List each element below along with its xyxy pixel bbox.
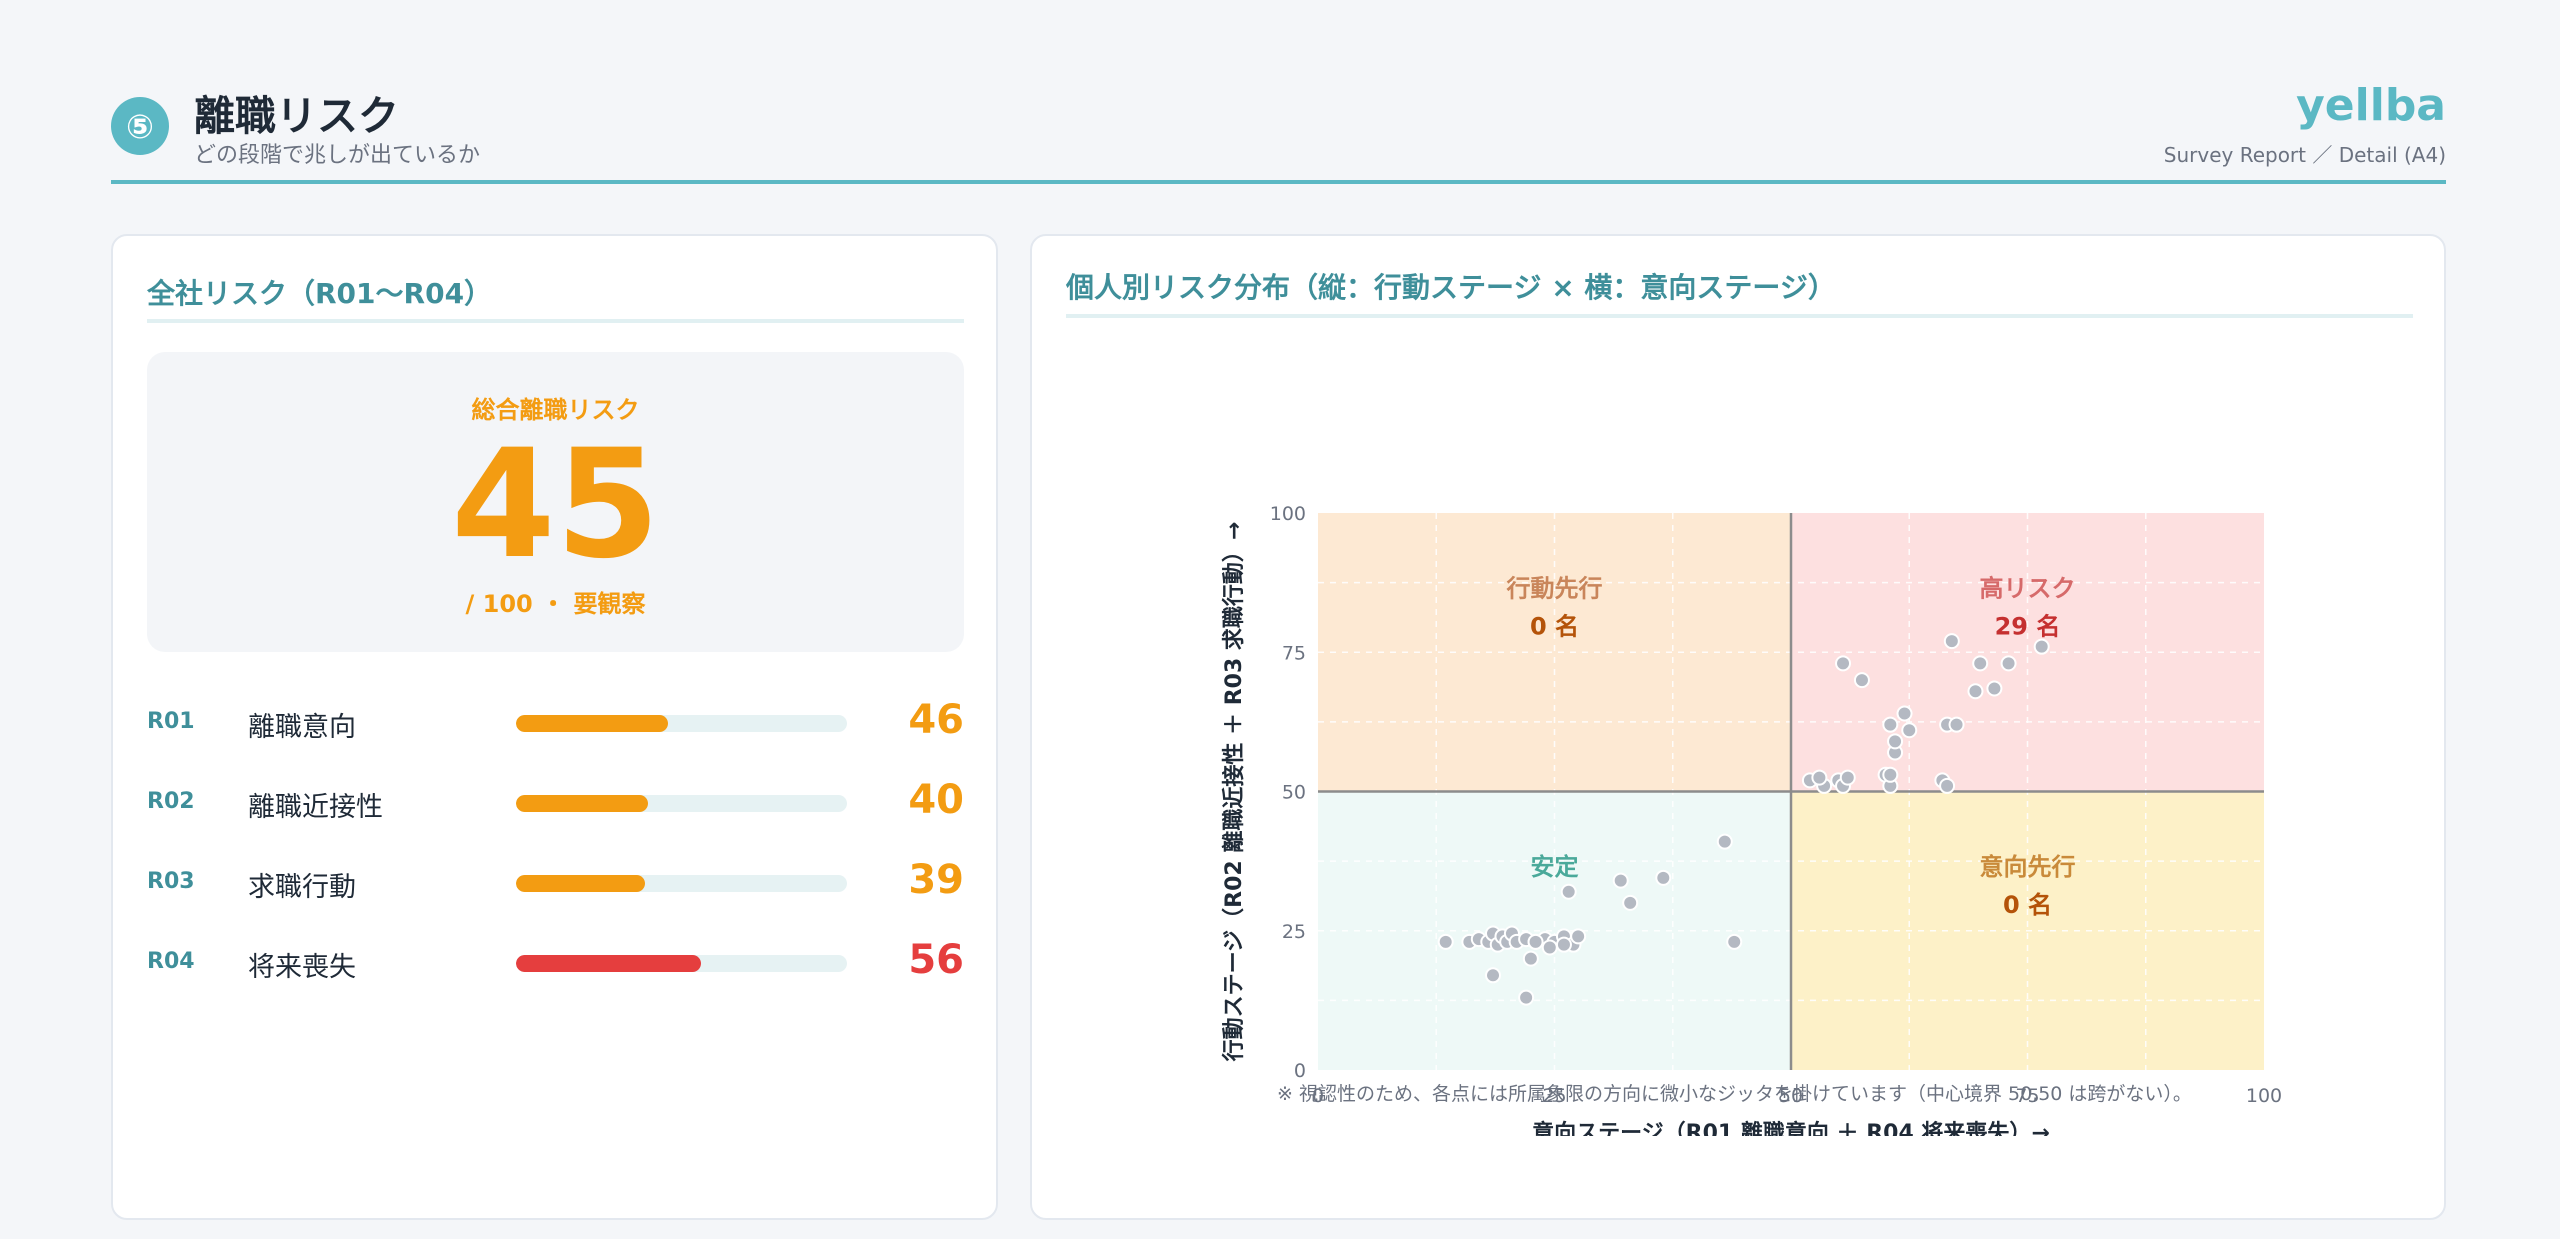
- data-point: [1882, 766, 1899, 783]
- risk-bar-fill: [516, 875, 646, 892]
- data-point: [1986, 680, 2003, 697]
- data-point: [1948, 716, 1965, 733]
- risk-bar-fill: [516, 715, 669, 732]
- page-header: ⑤ 離職リスク どの段階で兆しが出ているか yellba Survey Repo…: [111, 80, 2446, 184]
- risk-bar-track: [516, 875, 847, 892]
- data-point: [1522, 950, 1539, 967]
- y-tick-label: 0: [1294, 1060, 1306, 1082]
- page-title: 離職リスク: [194, 92, 399, 140]
- risk-bar-track: [516, 795, 847, 812]
- risk-bar-track: [516, 715, 847, 732]
- y-axis-label: 行動ステージ（R02 離職近接性 ＋ R03 求職行動）→: [1221, 522, 1247, 1063]
- risk-name: 離職意向: [248, 712, 356, 743]
- quadrant-count: 0 名: [1530, 613, 1579, 641]
- data-point: [2000, 655, 2017, 672]
- x-tick-label: 75: [2015, 1085, 2039, 1107]
- title-divider: [1066, 314, 2413, 318]
- risk-row-r02: R02 離職近接性 40: [147, 777, 964, 827]
- data-point: [1939, 777, 1956, 794]
- data-point: [1967, 683, 1984, 700]
- individual-risk-title: 個人別リスク分布（縦：行動ステージ × 横：意向ステージ）: [1066, 271, 1836, 304]
- brand-logo: yellba: [2296, 80, 2446, 131]
- data-point: [1518, 989, 1535, 1006]
- overall-risk-label: 総合離職リスク: [471, 396, 640, 424]
- data-point: [1811, 769, 1828, 786]
- overall-risk-sub: / 100 ・ 要観察: [465, 590, 646, 618]
- risk-name: 求職行動: [248, 872, 356, 903]
- data-point: [1655, 869, 1672, 886]
- section-number-badge: ⑤: [111, 97, 169, 155]
- quadrant-label: 高リスク: [1980, 575, 2076, 603]
- data-point: [1485, 967, 1502, 984]
- data-point: [1835, 655, 1852, 672]
- title-divider: [147, 319, 964, 323]
- data-point: [2033, 638, 2050, 655]
- risk-bar-track: [516, 955, 847, 972]
- data-point: [1716, 833, 1733, 850]
- data-point: [1887, 733, 1904, 750]
- data-point: [1839, 769, 1856, 786]
- y-tick-label: 75: [1282, 642, 1306, 664]
- data-point: [1560, 883, 1577, 900]
- company-risk-card: 全社リスク（R01〜R04） 総合離職リスク 45 / 100 ・ 要観察 R0…: [111, 234, 998, 1220]
- x-tick-label: 0: [1312, 1085, 1324, 1107]
- data-point: [1972, 655, 1989, 672]
- risk-name: 将来喪失: [248, 952, 356, 983]
- quadrant-label: 行動先行: [1506, 575, 1603, 603]
- risk-code: R03: [147, 869, 195, 894]
- risk-row-r01: R01 離職意向 46: [147, 697, 964, 747]
- y-tick-label: 50: [1282, 782, 1306, 804]
- risk-value: 56: [908, 937, 964, 983]
- risk-name: 離職近接性: [248, 792, 383, 823]
- data-point: [1853, 672, 1870, 689]
- y-tick-label: 100: [1270, 503, 1306, 525]
- overall-risk-box: 総合離職リスク 45 / 100 ・ 要観察: [147, 352, 964, 652]
- risk-row-r04: R04 将来喪失 56: [147, 937, 964, 987]
- data-point: [1541, 939, 1558, 956]
- x-tick-label: 50: [1779, 1085, 1803, 1107]
- data-point: [1896, 705, 1913, 722]
- data-point: [1622, 894, 1639, 911]
- risk-value: 40: [908, 777, 964, 823]
- risk-bar-fill: [516, 955, 702, 972]
- x-axis-label: 意向ステージ（R01 離職意向 ＋ R04 将来喪失）→: [1532, 1120, 2050, 1136]
- quadrant-stable: [1318, 791, 1791, 1070]
- risk-row-r03: R03 求職行動 39: [147, 857, 964, 907]
- quadrant-label: 安定: [1531, 853, 1579, 881]
- company-risk-title: 全社リスク（R01〜R04）: [147, 277, 493, 310]
- data-point: [1726, 933, 1743, 950]
- risk-value: 46: [908, 697, 964, 743]
- risk-code: R01: [147, 709, 195, 734]
- risk-code: R02: [147, 789, 195, 814]
- quadrant-count: 29 名: [1995, 613, 2061, 641]
- data-point: [1612, 872, 1629, 889]
- x-tick-label: 25: [1542, 1085, 1566, 1107]
- data-point: [1901, 722, 1918, 739]
- y-tick-label: 25: [1282, 921, 1306, 943]
- report-label: Survey Report ／ Detail (A4): [2163, 143, 2446, 167]
- risk-value: 39: [908, 857, 964, 903]
- data-point: [1943, 633, 1960, 650]
- page-subtitle: どの段階で兆しが出ているか: [194, 143, 481, 168]
- risk-code: R04: [147, 949, 195, 974]
- data-point: [1437, 933, 1454, 950]
- data-point: [1882, 716, 1899, 733]
- risk-scatter-chart: 行動先行 0 名 高リスク 29 名安定 意向先行 0 名 0 25 50 75 100 0 25 50 7…: [1221, 503, 2282, 1136]
- data-point: [1570, 928, 1587, 945]
- quadrant-label: 意向先行: [1980, 853, 2076, 881]
- risk-bar-fill: [516, 795, 649, 812]
- data-point: [1555, 936, 1572, 953]
- overall-risk-value: 45: [451, 418, 660, 592]
- jitter-note: ※ 視認性のため、各点には所属象限の方向に微小なジッタを掛けています（中心境界 …: [1277, 1083, 2192, 1105]
- individual-risk-card: 個人別リスク分布（縦：行動ステージ × 横：意向ステージ） 行動先行 0 名 高リス…: [1030, 234, 2446, 1220]
- data-point: [1527, 933, 1544, 950]
- quadrant-count: 0 名: [2003, 891, 2052, 919]
- x-tick-label: 100: [2246, 1085, 2282, 1107]
